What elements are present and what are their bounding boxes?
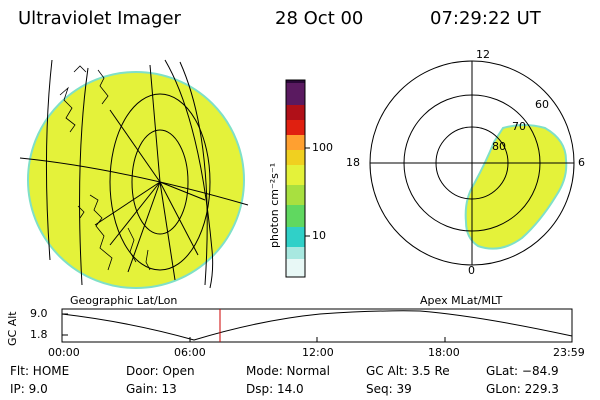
dsp-status: Dsp: 14.0 xyxy=(246,382,304,396)
lat-label-60: 60 xyxy=(535,98,549,111)
mlt-label-18: 18 xyxy=(346,156,360,169)
altitude-plot xyxy=(61,308,573,343)
time-tick-2359: 23:59 xyxy=(553,346,585,359)
mode-status: Mode: Normal xyxy=(246,364,330,378)
left-panel-label: Geographic Lat/Lon xyxy=(70,294,178,307)
altitude-tick-low: 1.8 xyxy=(30,328,48,341)
colorbar-tick-100: 100 xyxy=(312,141,333,154)
altitude-tick-high: 9.0 xyxy=(30,307,48,320)
sequence-status: Seq: 39 xyxy=(366,382,412,396)
geo-longitude-status: GLon: 229.3 xyxy=(486,382,559,396)
mlt-label-6: 6 xyxy=(578,156,585,169)
mlt-label-0: 0 xyxy=(468,264,475,277)
right-panel-label: Apex MLat/MLT xyxy=(420,294,503,307)
geo-latitude-status: GLat: −84.9 xyxy=(486,364,559,378)
gain-status: Gain: 13 xyxy=(126,382,177,396)
door-status: Door: Open xyxy=(126,364,195,378)
time-tick-0000: 00:00 xyxy=(48,346,80,359)
time-tick-0600: 06:00 xyxy=(174,346,206,359)
time-tick-1800: 18:00 xyxy=(428,346,460,359)
time-tick-1200: 12:00 xyxy=(302,346,334,359)
polar-plot xyxy=(369,60,575,266)
time-label: 07:29:22 UT xyxy=(430,8,541,29)
flight-status: Flt: HOME xyxy=(10,364,70,378)
gc-altitude-status: GC Alt: 3.5 Re xyxy=(366,364,450,378)
colorbar xyxy=(285,79,310,278)
mlt-label-12: 12 xyxy=(476,48,490,61)
date-label: 28 Oct 00 xyxy=(275,8,364,29)
ip-status: IP: 9.0 xyxy=(10,382,48,396)
app-title: Ultraviolet Imager xyxy=(18,8,181,29)
altitude-axis-label: GC Alt xyxy=(6,311,19,346)
lat-label-70: 70 xyxy=(512,120,526,133)
colorbar-tick-10: 10 xyxy=(312,229,326,242)
geographic-image xyxy=(19,59,249,289)
lat-label-80: 80 xyxy=(492,140,506,153)
colorbar-unit-label: photon cm⁻²s⁻¹ xyxy=(268,162,281,248)
